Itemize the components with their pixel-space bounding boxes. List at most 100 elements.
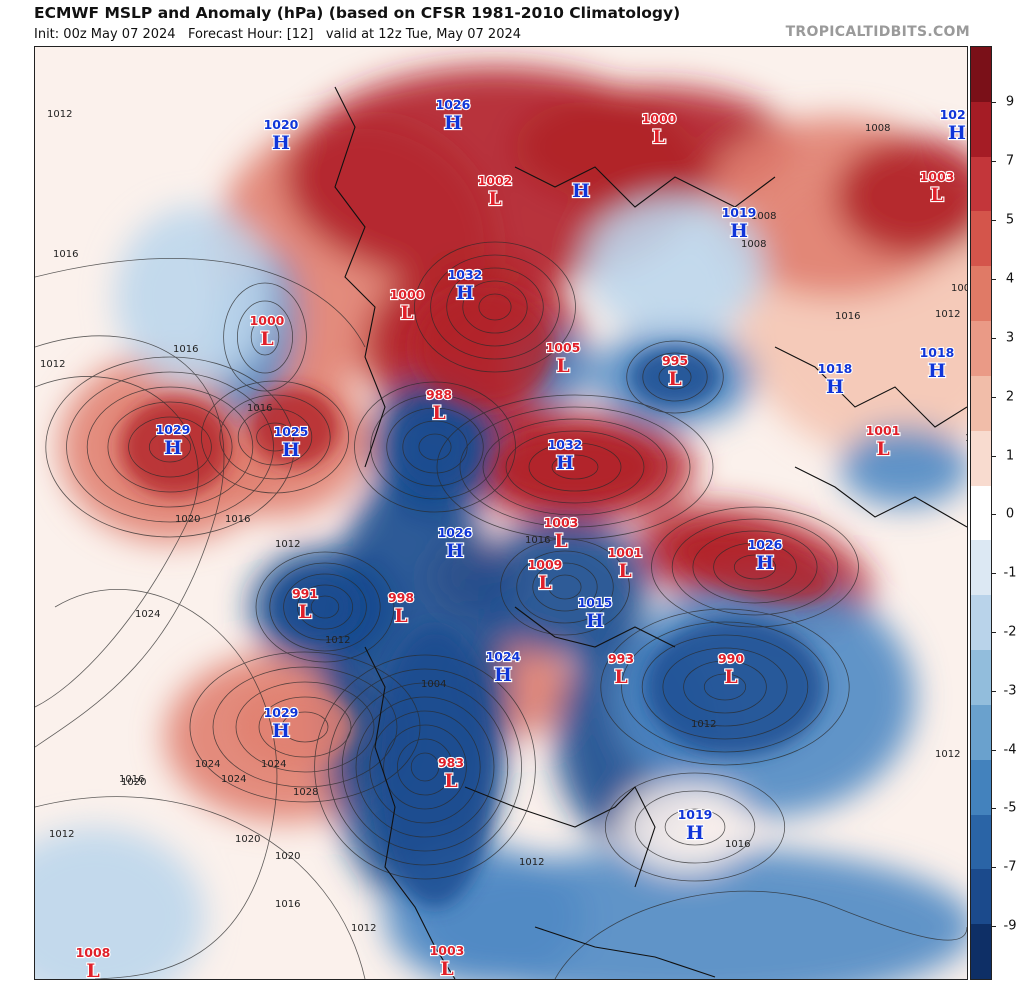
isobar xyxy=(664,808,726,846)
isobar-lines xyxy=(35,241,967,979)
colorbar-tick-label: 5 xyxy=(1005,212,1015,228)
isobar xyxy=(35,376,199,708)
isobar xyxy=(54,589,278,979)
center-letter: L xyxy=(488,188,501,210)
high-pressure-center: 1021H xyxy=(939,106,967,145)
isobar-label: 1024 xyxy=(221,774,246,785)
center-pressure-value: 1032 xyxy=(448,267,483,282)
isobar xyxy=(505,430,645,504)
isobar xyxy=(235,681,375,773)
anomaly-patch xyxy=(415,287,555,407)
center-letter: H xyxy=(446,540,464,562)
colorbar-segment xyxy=(971,869,991,926)
center-pressure-value: 1000 xyxy=(390,287,425,302)
colorbar-segment xyxy=(971,47,991,103)
center-letter: H xyxy=(272,132,290,154)
anomaly-patch xyxy=(495,432,655,502)
coastline xyxy=(794,466,967,528)
center-letter: L xyxy=(444,770,457,792)
center-pressure-value: 1018 xyxy=(920,345,955,360)
center-pressure-value: 1029 xyxy=(264,705,299,720)
isobar xyxy=(446,267,544,347)
isobar xyxy=(396,738,453,796)
isobar xyxy=(414,241,576,373)
colorbar-segment xyxy=(971,595,991,652)
isobar xyxy=(269,562,381,652)
center-pressure-value: 991 xyxy=(292,586,318,601)
center-letter: H xyxy=(730,220,748,242)
isobar-label: 1024 xyxy=(195,759,220,770)
center-pressure-value: 1002 xyxy=(478,173,513,188)
isobar-label: 1012 xyxy=(935,309,960,320)
isobar-labels: 1012101610121016102010241016102010241016… xyxy=(40,109,967,934)
center-letter: H xyxy=(282,439,300,461)
isobar xyxy=(148,431,192,463)
isobar xyxy=(369,710,481,824)
isobar xyxy=(692,530,818,604)
colorbar-tick-mark xyxy=(992,808,996,809)
center-letter: H xyxy=(948,122,966,144)
colorbar-tick-mark xyxy=(992,161,996,162)
isobar xyxy=(35,258,366,348)
isobar xyxy=(430,254,560,360)
colorbar-tick-label: 3 xyxy=(1005,330,1015,346)
map-subtitle: Init: 00z May 07 2024 Forecast Hour: [12… xyxy=(34,27,521,42)
center-pressure-value: 993 xyxy=(608,651,634,666)
center-pressure-value: 1008 xyxy=(76,945,111,960)
isobar xyxy=(662,647,788,727)
isobar xyxy=(341,682,509,852)
colorbar-tick-label: -3 xyxy=(1003,683,1017,699)
isobar xyxy=(107,401,233,493)
isobar xyxy=(600,608,850,766)
center-letter: L xyxy=(86,960,99,979)
center-pressure-value: 1005 xyxy=(546,340,581,355)
colorbar-tick-label: -7 xyxy=(1003,859,1017,875)
isobar-label: 1016 xyxy=(173,344,198,355)
pressure-centers: 1020H1026HH1000L1002L1019H1021H1003L1032… xyxy=(75,96,967,979)
center-pressure-value: 1021 xyxy=(940,107,967,122)
isobar xyxy=(703,673,747,701)
isobar xyxy=(310,595,340,619)
center-letter: L xyxy=(440,958,453,979)
center-pressure-value: 1024 xyxy=(486,649,521,664)
center-pressure-value: 1009 xyxy=(528,557,563,572)
colorbar-tick-mark xyxy=(992,102,996,103)
isobar xyxy=(314,654,536,880)
isobar xyxy=(436,394,714,540)
center-letter: L xyxy=(432,402,445,424)
colorbar-tick-label: -5 xyxy=(1003,800,1017,816)
isobar xyxy=(256,422,294,452)
center-letter: L xyxy=(556,355,569,377)
isobar xyxy=(733,554,777,580)
center-letter: L xyxy=(652,126,665,148)
high-pressure-center: H xyxy=(571,179,591,203)
colorbar-tick-mark xyxy=(992,279,996,280)
colorbar-tick-mark xyxy=(992,514,996,515)
isobar xyxy=(327,668,522,866)
coastline xyxy=(514,606,676,648)
colorbar-segment xyxy=(971,430,991,487)
anomaly-patch xyxy=(620,782,750,872)
colorbar-tick-mark xyxy=(992,926,996,927)
center-pressure-value: 1019 xyxy=(678,807,713,822)
isobar xyxy=(516,550,614,624)
isobar xyxy=(621,621,829,753)
isobar xyxy=(237,408,313,466)
isobar xyxy=(200,380,349,494)
isobar-label: 1012 xyxy=(691,719,716,730)
coastline xyxy=(464,786,656,888)
isobar-label: 1012 xyxy=(325,635,350,646)
center-letter: L xyxy=(260,328,273,350)
center-pressure-value: 1001 xyxy=(866,423,901,438)
colorbar-tick-label: 4 xyxy=(1005,271,1015,287)
anomaly-patch xyxy=(645,617,825,757)
anomaly-patch xyxy=(275,572,355,642)
isobar xyxy=(462,280,528,334)
